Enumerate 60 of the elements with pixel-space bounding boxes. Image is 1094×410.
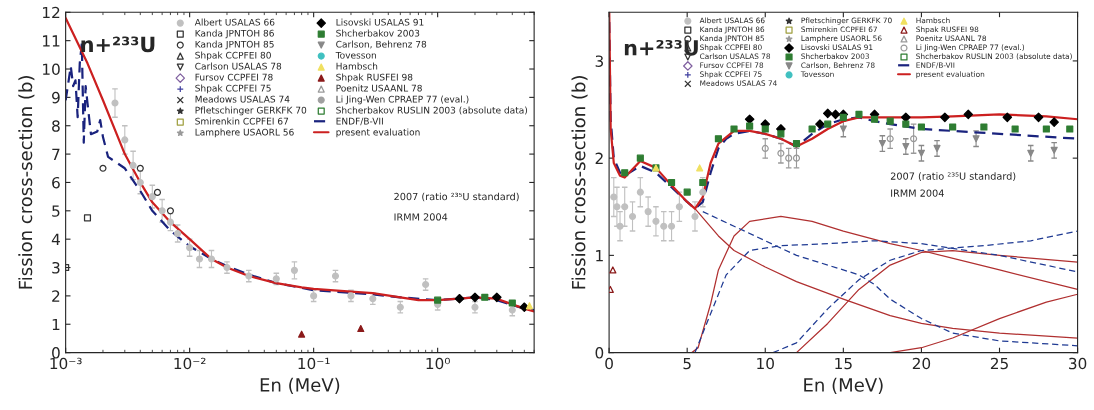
legend-label: Shpak RUSFEI 98	[336, 73, 413, 83]
annotation: IRMM 2004	[891, 189, 944, 197]
y-tick-label: 2	[595, 152, 603, 164]
legend-label: Fursov CCPFEI 78	[195, 73, 273, 81]
legend-label: Shpak CCPFEI 75	[195, 84, 271, 94]
annotation: n+²³³U	[624, 39, 698, 56]
y-tick-label: 5	[52, 205, 60, 217]
y-axis-title: Fission cross-section (b)	[571, 76, 588, 289]
legend-label: present evaluation	[336, 128, 420, 138]
legend-label: Pfletschinger GERKFK 70	[195, 106, 307, 116]
y-tick-label: 1	[52, 318, 60, 331]
y-tick-label: 0	[52, 347, 60, 359]
legend-label: Meadows USALAS 74	[195, 95, 290, 103]
x-tick-label: 20	[912, 357, 931, 370]
legend-label: Smirenkin CCPFEI 67	[195, 117, 289, 125]
legend-label: Lamphere USAORL 56	[195, 128, 294, 138]
annotation: n+²³³U	[81, 36, 155, 53]
y-tick-label: 0	[595, 347, 604, 359]
y-tick-label: 3	[52, 261, 60, 274]
legend-label: Li Jing-Wen CPRAEP 77 (eval.)	[336, 95, 469, 105]
legend-label: ENDF/B-VII	[336, 117, 383, 126]
x-tick-label: 10⁻³	[50, 357, 82, 370]
legend-label: Hambsch	[336, 62, 378, 70]
legend-label: Shcherbakov RUSLIN 2003 (absolute data)	[336, 106, 528, 115]
x-tick-label: 10⁻¹	[298, 357, 330, 370]
legend-label: Kanda JPNTOH 85	[195, 40, 274, 50]
y-tick-label: 7	[52, 148, 60, 160]
y-tick-label: 6	[52, 176, 60, 189]
y-tick-label: 8	[52, 120, 60, 132]
x-axis-title: En (MeV)	[260, 377, 340, 394]
x-tick-label: 10⁰	[426, 357, 450, 370]
legend-label: Kanda JPNTOH 86	[195, 29, 274, 39]
x-tick-label: 25	[990, 357, 1008, 370]
x-tick-label: 5	[683, 357, 691, 370]
x-tick-label: 30	[1069, 357, 1087, 370]
x-tick-label: 10⁻²	[174, 357, 206, 370]
y-tick-label: 10	[43, 63, 60, 76]
legend-label: Poenitz USAANL 78	[336, 84, 422, 92]
x-axis-title: En (MeV)	[804, 377, 883, 394]
annotation: IRMM 2004	[394, 213, 448, 221]
y-tick-label: 4	[51, 233, 60, 245]
legend-label: Shpak CCPFEI 80	[195, 51, 271, 61]
annotation: 2007 (ratio ²³⁵U standard)	[394, 192, 519, 202]
legend-label: Albert USALAS 66	[194, 18, 275, 26]
legend-label: Carlson, Behrenz 78	[336, 40, 427, 49]
y-tick-label: 12	[43, 6, 60, 19]
y-tick-label: 3	[595, 55, 604, 67]
legend-label: Tovesson	[335, 51, 376, 59]
y-tick-label: 9	[52, 91, 60, 104]
legend-label: Carlson USALAS 78	[195, 62, 282, 70]
legend-label: Shcherbakov 2003	[336, 29, 420, 37]
y-tick-label: 2	[52, 290, 60, 302]
y-axis-title: Fission cross-section (b)	[18, 76, 35, 289]
y-tick-label: 1	[596, 250, 603, 262]
annotation: 2007 (ratio ²³⁵U standard)	[890, 172, 1016, 181]
y-tick-label: 11	[43, 35, 60, 47]
x-tick-label: 10	[757, 357, 774, 370]
legend-label: Lisovski USALAS 91	[336, 18, 424, 26]
x-tick-label: 15	[835, 357, 852, 370]
x-tick-label: 0	[605, 357, 613, 370]
